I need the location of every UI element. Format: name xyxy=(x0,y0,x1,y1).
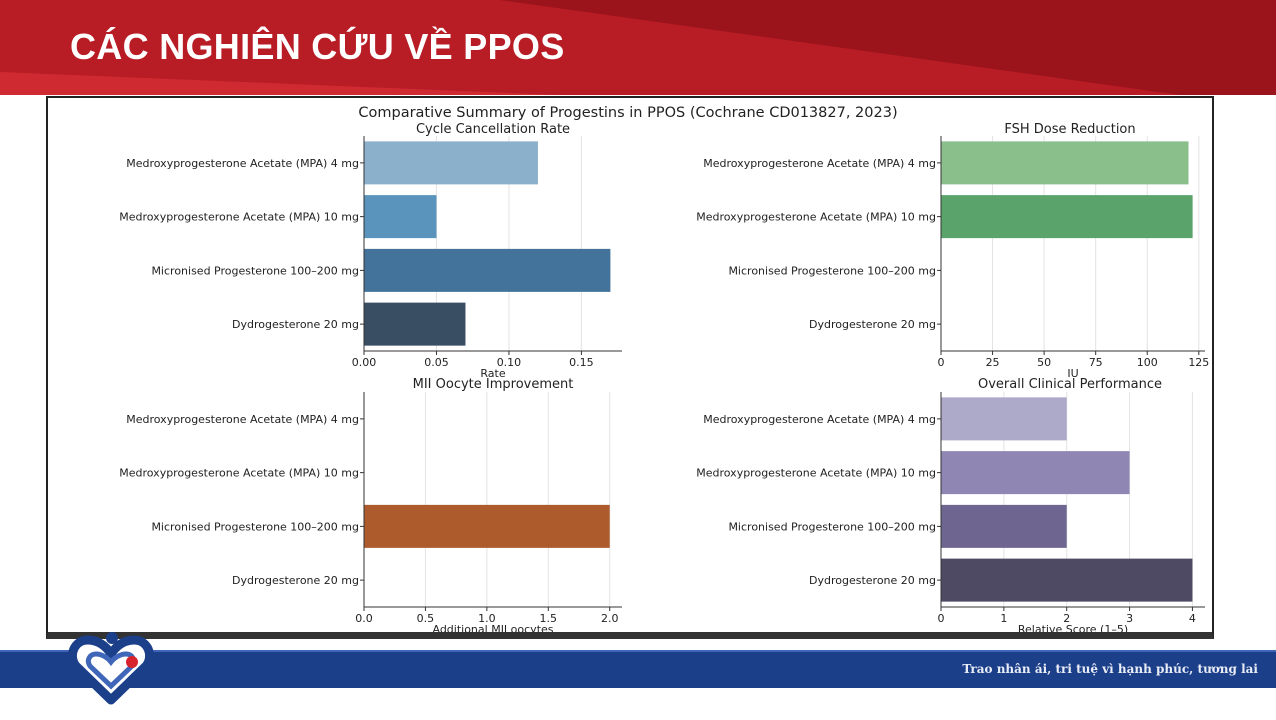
x-tick-label: 75 xyxy=(1089,356,1103,369)
x-axis-label: Rate xyxy=(480,367,505,380)
category-label: Micronised Progesterone 100–200 mg xyxy=(151,264,359,277)
bar-1 xyxy=(941,141,1189,185)
bar-3 xyxy=(364,248,611,292)
x-tick-label: 1.0 xyxy=(478,612,496,625)
category-label: Micronised Progesterone 100–200 mg xyxy=(728,520,936,533)
category-label: Medroxyprogesterone Acetate (MPA) 4 mg xyxy=(703,413,936,426)
x-tick-label: 1.5 xyxy=(540,612,558,625)
chart-panel-3: Medroxyprogesterone Acetate (MPA) 4 mg Me… xyxy=(119,377,622,632)
category-label: Dydrogesterone 20 mg xyxy=(232,574,359,587)
category-label: Medroxyprogesterone Acetate (MPA) 10 mg xyxy=(119,467,359,480)
category-label: Micronised Progesterone 100–200 mg xyxy=(728,264,936,277)
bar-4 xyxy=(941,558,1193,602)
header-decoration xyxy=(0,0,1276,95)
chart-panel-4: Medroxyprogesterone Acetate (MPA) 4 mg Me… xyxy=(696,377,1205,632)
x-axis-label: IU xyxy=(1067,367,1078,380)
bar-4 xyxy=(364,302,466,346)
category-label: Medroxyprogesterone Acetate (MPA) 10 mg xyxy=(696,211,936,224)
x-tick-label: 1 xyxy=(1000,612,1007,625)
chart-panel-1: Medroxyprogesterone Acetate (MPA) 4 mg Me… xyxy=(119,122,622,380)
chart-title: FSH Dose Reduction xyxy=(1004,122,1135,137)
x-tick-label: 25 xyxy=(986,356,1000,369)
figure-suptitle: Comparative Summary of Progestins in PPO… xyxy=(358,105,897,121)
hospital-logo xyxy=(68,632,154,705)
category-label: Medroxyprogesterone Acetate (MPA) 10 mg xyxy=(119,211,359,224)
x-tick-label: 0.00 xyxy=(352,356,377,369)
bar-2 xyxy=(941,195,1193,239)
x-tick-label: 0.0 xyxy=(355,612,373,625)
x-tick-label: 0 xyxy=(938,612,945,625)
x-tick-label: 125 xyxy=(1188,356,1209,369)
chart-title: Cycle Cancellation Rate xyxy=(416,122,570,137)
x-tick-label: 0.10 xyxy=(497,356,522,369)
x-axis-label: Relative Score (1–5) xyxy=(1018,623,1128,632)
category-label: Dydrogesterone 20 mg xyxy=(809,574,936,587)
chart-figure: Comparative Summary of Progestins in PPO… xyxy=(46,96,1214,639)
category-label: Micronised Progesterone 100–200 mg xyxy=(151,520,359,533)
x-tick-label: 100 xyxy=(1137,356,1158,369)
bar-2 xyxy=(364,195,437,239)
x-tick-label: 3 xyxy=(1126,612,1133,625)
footer-bar xyxy=(0,652,1276,688)
bar-2 xyxy=(941,451,1130,495)
x-axis-label: Additional MII oocytes xyxy=(432,623,553,632)
chart-panels: Medroxyprogesterone Acetate (MPA) 4 mg Me… xyxy=(119,122,1209,632)
category-label: Medroxyprogesterone Acetate (MPA) 4 mg xyxy=(126,413,359,426)
category-label: Medroxyprogesterone Acetate (MPA) 4 mg xyxy=(703,157,936,170)
chart-canvas: Comparative Summary of Progestins in PPO… xyxy=(119,105,1209,632)
category-label: Dydrogesterone 20 mg xyxy=(809,318,936,331)
category-label: Dydrogesterone 20 mg xyxy=(232,318,359,331)
bar-3 xyxy=(364,504,610,548)
chart-title: Overall Clinical Performance xyxy=(978,377,1162,392)
bar-1 xyxy=(941,397,1067,441)
category-label: Medroxyprogesterone Acetate (MPA) 4 mg xyxy=(126,157,359,170)
bar-3 xyxy=(941,504,1067,548)
bar-1 xyxy=(364,141,538,185)
x-tick-label: 0 xyxy=(938,356,945,369)
x-tick-label: 0.5 xyxy=(417,612,435,625)
slide-title: CÁC NGHIÊN CỨU VỀ PPOS xyxy=(70,26,565,67)
chart-title: MII Oocyte Improvement xyxy=(413,377,574,392)
x-tick-label: 50 xyxy=(1037,356,1051,369)
category-label: Medroxyprogesterone Acetate (MPA) 10 mg xyxy=(696,467,936,480)
x-tick-label: 0.05 xyxy=(424,356,449,369)
x-tick-label: 0.15 xyxy=(569,356,594,369)
x-tick-label: 2 xyxy=(1063,612,1070,625)
x-tick-label: 2.0 xyxy=(601,612,619,625)
footer-tagline: Trao nhân ái, tri tuệ vì hạnh phúc, tươn… xyxy=(962,662,1258,676)
slide-header: CÁC NGHIÊN CỨU VỀ PPOS xyxy=(0,0,1276,95)
x-tick-label: 4 xyxy=(1189,612,1196,625)
chart-panel-2: Medroxyprogesterone Acetate (MPA) 4 mg Me… xyxy=(696,122,1209,380)
